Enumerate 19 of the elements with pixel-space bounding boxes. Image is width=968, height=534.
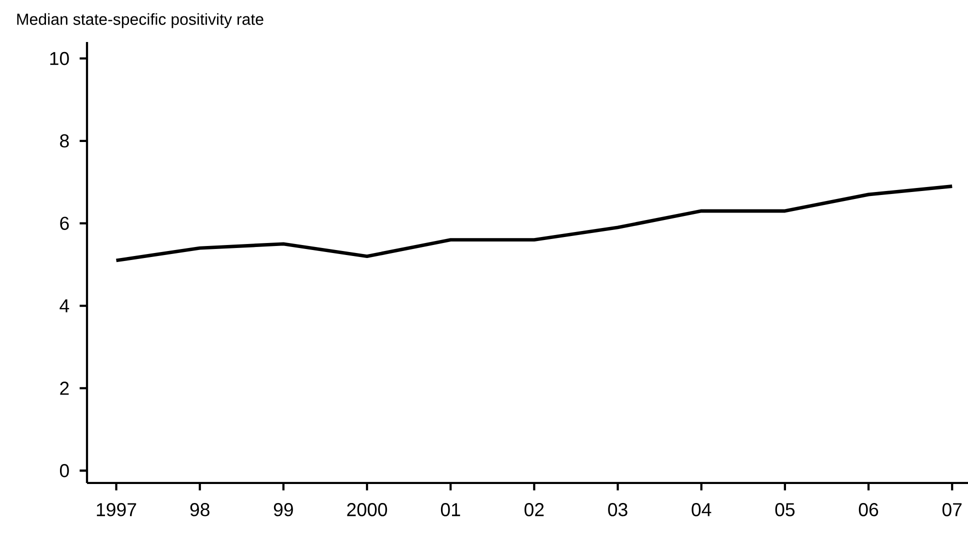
y-tick-label: 6 xyxy=(60,216,69,230)
y-tick-label: 0 xyxy=(60,464,69,478)
y-tick-label: 10 xyxy=(50,52,69,66)
x-tick-label: 1997 xyxy=(96,503,136,516)
x-tick-label: 98 xyxy=(190,503,210,516)
x-tick-label: 03 xyxy=(608,503,628,516)
x-tick-label: 01 xyxy=(440,503,460,516)
y-tick-label: 4 xyxy=(60,299,70,312)
x-tick-label: 02 xyxy=(524,503,544,516)
line-series xyxy=(114,184,954,262)
x-tick-label: 05 xyxy=(775,503,795,516)
x-tick-label: 04 xyxy=(692,503,712,516)
x-tick-label: 99 xyxy=(274,503,293,516)
x-tick-label: 06 xyxy=(858,503,878,516)
x-tick-label: 2000 xyxy=(347,503,388,516)
y-tick-label: 2 xyxy=(60,382,69,395)
y-tick-label: 8 xyxy=(60,134,69,148)
y-axis-title: Median state-specific positivity rate xyxy=(17,13,264,28)
x-tick-label: 07 xyxy=(942,503,962,516)
